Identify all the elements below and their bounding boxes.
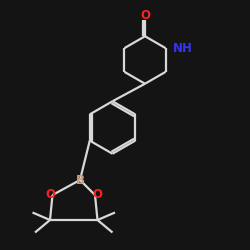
Text: O: O	[140, 9, 150, 22]
Text: O: O	[45, 188, 55, 202]
Text: O: O	[92, 188, 102, 202]
Text: NH: NH	[173, 42, 193, 55]
Text: B: B	[76, 174, 84, 186]
